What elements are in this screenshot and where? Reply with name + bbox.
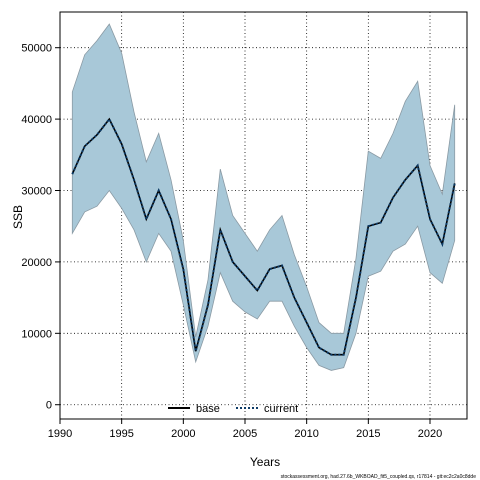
legend: base current (168, 403, 298, 415)
x-tick-label: 2015 (356, 428, 380, 440)
y-axis-title: SSB (11, 205, 25, 229)
plot-frame (59, 11, 468, 420)
x-tick-label: 2020 (418, 428, 442, 440)
x-axis-title: Years (250, 455, 280, 469)
x-tick-label: 1990 (48, 428, 72, 440)
confidence-band (71, 23, 456, 371)
y-tick-label: 10000 (21, 328, 52, 340)
y-tick-label: 20000 (21, 257, 52, 269)
x-tick-label: 2005 (233, 428, 257, 440)
series-lines (71, 117, 456, 356)
y-tick-label: 30000 (21, 186, 52, 198)
x-tick-label: 2000 (171, 428, 195, 440)
footnote: stockassessment.org, had.27.6b_WKBOAD_fi… (281, 474, 477, 480)
legend-label-base: base (196, 403, 220, 415)
y-tick-label: 50000 (21, 43, 52, 55)
y-tick-label: 40000 (21, 114, 52, 126)
series-line-current (71, 117, 456, 356)
ssb-confidence-band (71, 23, 456, 371)
axes: 1990 1995 2000 2005 2010 2015 2020 0 10000 20000 3… (21, 11, 468, 440)
x-tick-label: 1995 (109, 428, 133, 440)
y-tick-label: 0 (46, 400, 52, 412)
x-tick-label: 2010 (294, 428, 318, 440)
legend-label-current: current (264, 403, 298, 415)
